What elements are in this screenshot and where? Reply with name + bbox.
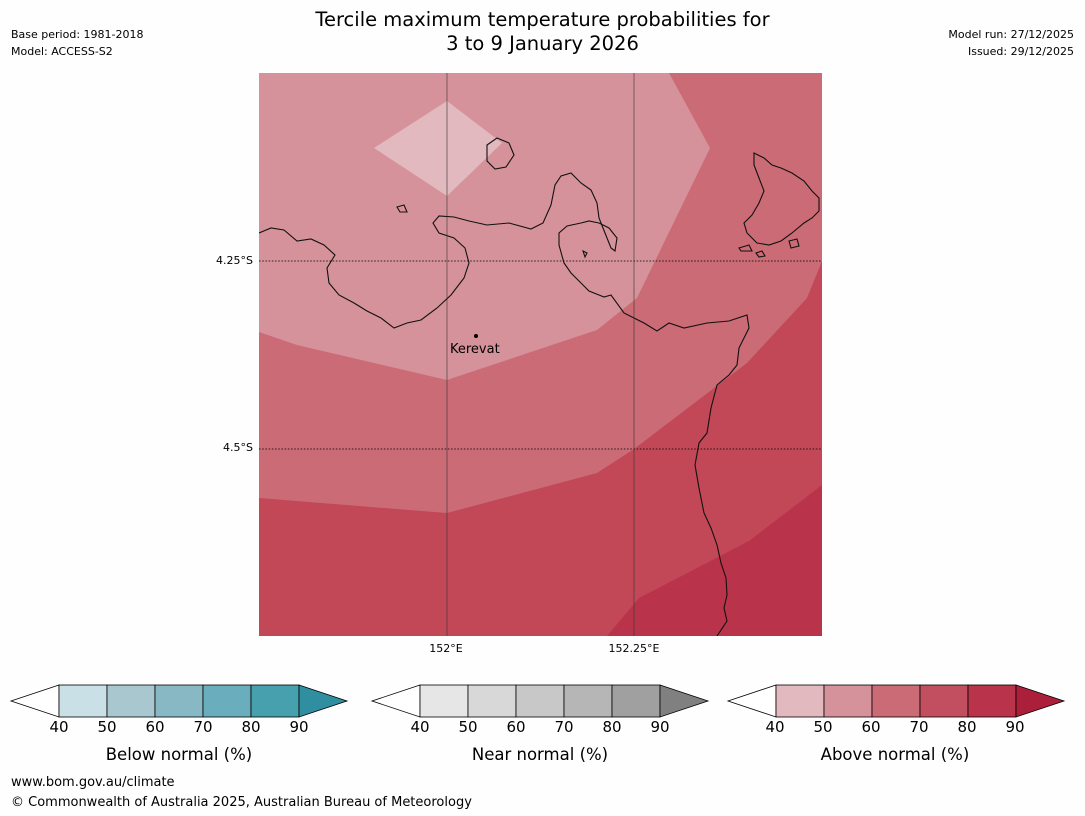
colorbar-below-segment <box>58 684 108 718</box>
map-panel[interactable] <box>259 73 822 636</box>
tick-near-60: 60 <box>506 718 526 736</box>
colorbar-near-right-extend <box>659 684 710 718</box>
colorbar-below-segment <box>250 684 300 718</box>
colorbar-above-segment <box>871 684 921 718</box>
colorbar-near-label: Near normal (%) <box>471 745 609 764</box>
colorbar-near-segment <box>611 684 661 718</box>
colorbar-above-right-extend <box>1015 684 1066 718</box>
footer-url[interactable]: www.bom.gov.au/climate <box>11 775 175 790</box>
colorbar-below-label: Below normal (%) <box>105 745 253 764</box>
band-above-80-90 <box>607 485 822 636</box>
tick-below-90: 90 <box>289 718 309 736</box>
colorbar-near-segment <box>467 684 517 718</box>
tick-near-40: 40 <box>410 718 430 736</box>
model-run: Model run: 27/12/2025 <box>948 28 1074 41</box>
tick-near-70: 70 <box>554 718 574 736</box>
colorbar-near-segment <box>563 684 613 718</box>
map-svg <box>259 73 822 636</box>
band-above-40-50 <box>374 101 502 196</box>
colorbar-above-segment <box>775 684 825 718</box>
tick-below-80: 80 <box>241 718 261 736</box>
tick-above-70: 70 <box>909 718 929 736</box>
colorbar-above-segment <box>919 684 969 718</box>
place-label-kerevat: Kerevat <box>450 342 500 357</box>
colorbar-above-segment <box>823 684 873 718</box>
band-above-50-60 <box>259 73 710 380</box>
colorbar-above-label: Above normal (%) <box>820 745 970 764</box>
footer-copyright: © Commonwealth of Australia 2025, Austra… <box>11 795 472 810</box>
title-line-1: Tercile maximum temperature probabilitie… <box>315 8 770 31</box>
tick-above-40: 40 <box>765 718 785 736</box>
coastline <box>259 137 820 636</box>
chart-title: Tercile maximum temperature probabilitie… <box>0 8 1085 56</box>
base-period: Base period: 1981-2018 <box>11 28 144 41</box>
colorbar-below-left-extend <box>9 684 60 718</box>
graticule <box>259 73 822 636</box>
lon-label-152: 152°E <box>429 642 463 655</box>
colorbar-above-segment <box>967 684 1017 718</box>
tick-near-50: 50 <box>458 718 478 736</box>
meta-left: Base period: 1981-2018 Model: ACCESS-S2 <box>11 26 143 60</box>
lon-label-152-25: 152.25°E <box>608 642 660 655</box>
issued-date: Issued: 29/12/2025 <box>967 45 1074 58</box>
tick-above-50: 50 <box>813 718 833 736</box>
tick-below-40: 40 <box>49 718 69 736</box>
model-name: Model: ACCESS-S2 <box>11 45 113 58</box>
title-line-2: 3 to 9 January 2026 <box>446 32 639 55</box>
tick-below-70: 70 <box>193 718 213 736</box>
colorbar-below-segment <box>202 684 252 718</box>
tick-below-60: 60 <box>145 718 165 736</box>
colorbar-below-segment <box>154 684 204 718</box>
colorbar-near-left-extend <box>370 684 421 718</box>
colorbar-near-segment <box>515 684 565 718</box>
meta-right: Model run: 27/12/2025 Issued: 29/12/2025 <box>948 26 1074 60</box>
tick-near-80: 80 <box>602 718 622 736</box>
tick-below-50: 50 <box>97 718 117 736</box>
tick-above-60: 60 <box>861 718 881 736</box>
lat-label-4-5: 4.5°S <box>223 441 253 454</box>
colorbar-svg <box>9 684 1066 718</box>
tick-above-90: 90 <box>1005 718 1025 736</box>
colorbar-above-left-extend <box>726 684 777 718</box>
colorbar-near-segment <box>419 684 469 718</box>
kerevat-marker <box>474 334 478 338</box>
tick-above-80: 80 <box>957 718 977 736</box>
tick-near-90: 90 <box>650 718 670 736</box>
lat-label-4-25: 4.25°S <box>216 254 253 267</box>
colorbar-below-right-extend <box>298 684 349 718</box>
colorbar-below-segment <box>106 684 156 718</box>
